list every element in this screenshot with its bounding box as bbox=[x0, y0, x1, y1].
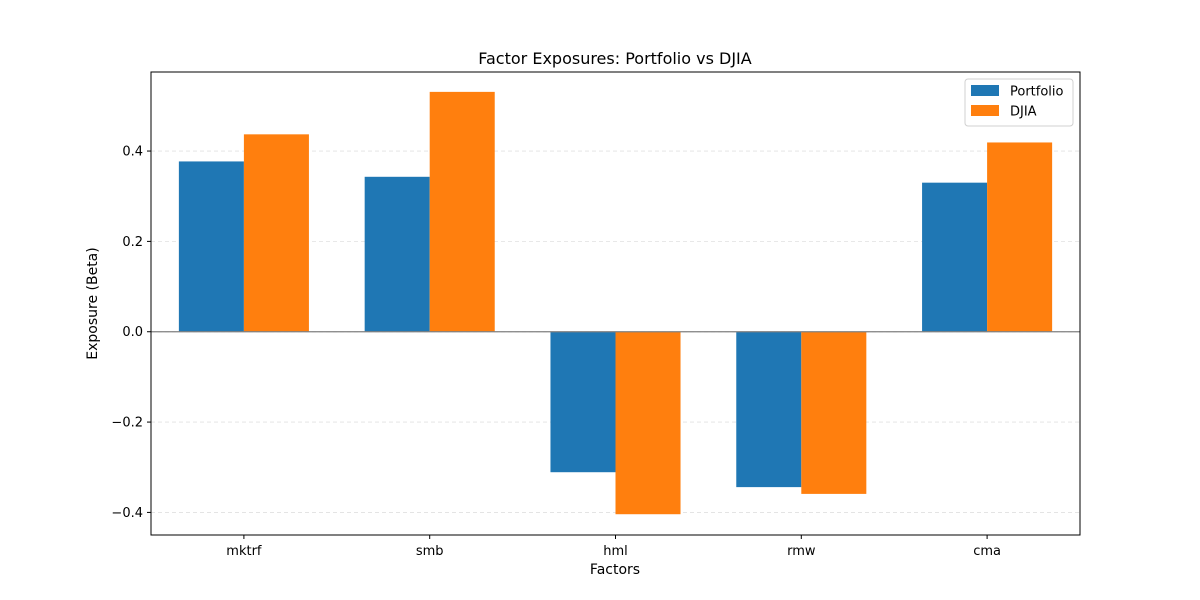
y-tick-label: 0.4 bbox=[122, 145, 143, 160]
legend-label-portfolio: Portfolio bbox=[1010, 85, 1064, 100]
y-tick-label: 0.0 bbox=[122, 325, 143, 340]
x-tick-label-mktrf: mktrf bbox=[226, 544, 262, 559]
legend-swatch-portfolio bbox=[971, 85, 999, 96]
bar-djia-smb bbox=[429, 91, 495, 332]
y-tick-label: −0.2 bbox=[111, 416, 143, 431]
bar-djia-rmw bbox=[801, 331, 867, 494]
y-tick-label: 0.2 bbox=[122, 235, 143, 250]
x-axis-ticks: mktrf smb hml rmw cma bbox=[226, 535, 1001, 559]
x-tick-label-smb: smb bbox=[416, 544, 444, 559]
y-axis-label: Exposure (Beta) bbox=[85, 247, 101, 359]
chart-title: Factor Exposures: Portfolio vs DJIA bbox=[478, 49, 752, 68]
bar-portfolio-hml bbox=[550, 331, 616, 473]
bar-djia-mktrf bbox=[243, 134, 309, 332]
y-axis-ticks: −0.4 −0.2 0.0 0.2 0.4 bbox=[111, 145, 151, 521]
legend-swatch-djia bbox=[971, 105, 999, 116]
x-tick-label-rmw: rmw bbox=[787, 544, 816, 559]
legend-label-djia: DJIA bbox=[1010, 105, 1037, 120]
bar-layer bbox=[178, 91, 1053, 515]
x-tick-label-cma: cma bbox=[973, 544, 1001, 559]
bar-portfolio-smb bbox=[364, 176, 430, 332]
bar-portfolio-rmw bbox=[736, 331, 802, 488]
legend: Portfolio DJIA bbox=[964, 78, 1074, 127]
bar-portfolio-cma bbox=[922, 182, 988, 332]
bar-portfolio-mktrf bbox=[178, 161, 244, 332]
x-axis-label: Factors bbox=[590, 562, 640, 578]
y-tick-label: −0.4 bbox=[111, 506, 143, 521]
bar-djia-hml bbox=[615, 331, 681, 515]
bar-djia-cma bbox=[987, 142, 1053, 332]
x-tick-label-hml: hml bbox=[603, 544, 628, 559]
